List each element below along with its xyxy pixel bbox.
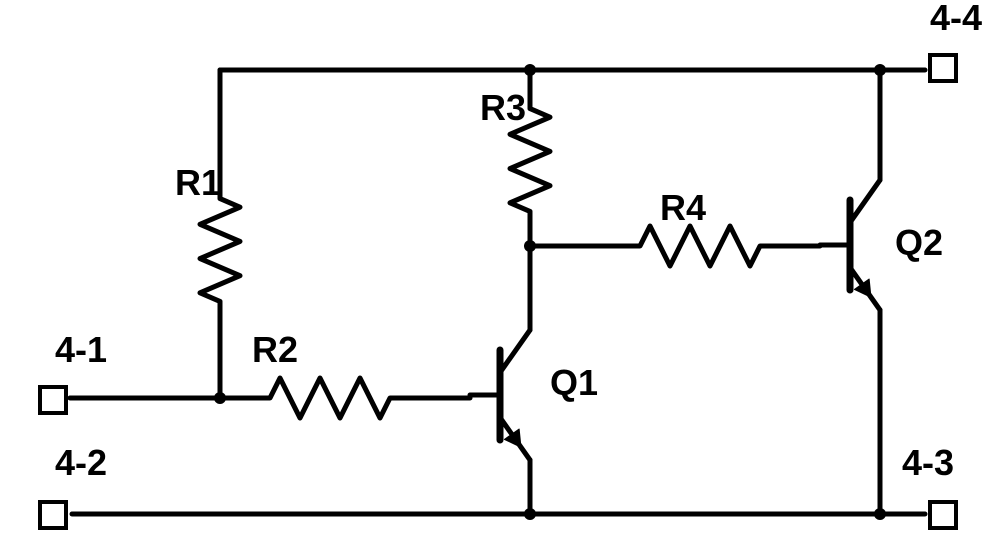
circuit-diagram: 4-1 4-2 4-3 4-4 R1 R2 R3 R4 Q1 Q2	[0, 0, 1002, 558]
label-R4: R4	[660, 187, 706, 228]
label-R2: R2	[252, 329, 298, 370]
label-Q1: Q1	[550, 362, 598, 403]
terminal-label-t44: 4-4	[930, 0, 982, 38]
label-R1: R1	[175, 162, 221, 203]
terminal-label-t41: 4-1	[55, 329, 107, 370]
circuit-svg: 4-1 4-2 4-3 4-4 R1 R2 R3 R4 Q1 Q2	[0, 0, 1002, 558]
label-Q2: Q2	[895, 222, 943, 263]
terminal-label-t42: 4-2	[55, 442, 107, 483]
terminal-label-t43: 4-3	[902, 442, 954, 483]
label-R3: R3	[480, 87, 526, 128]
